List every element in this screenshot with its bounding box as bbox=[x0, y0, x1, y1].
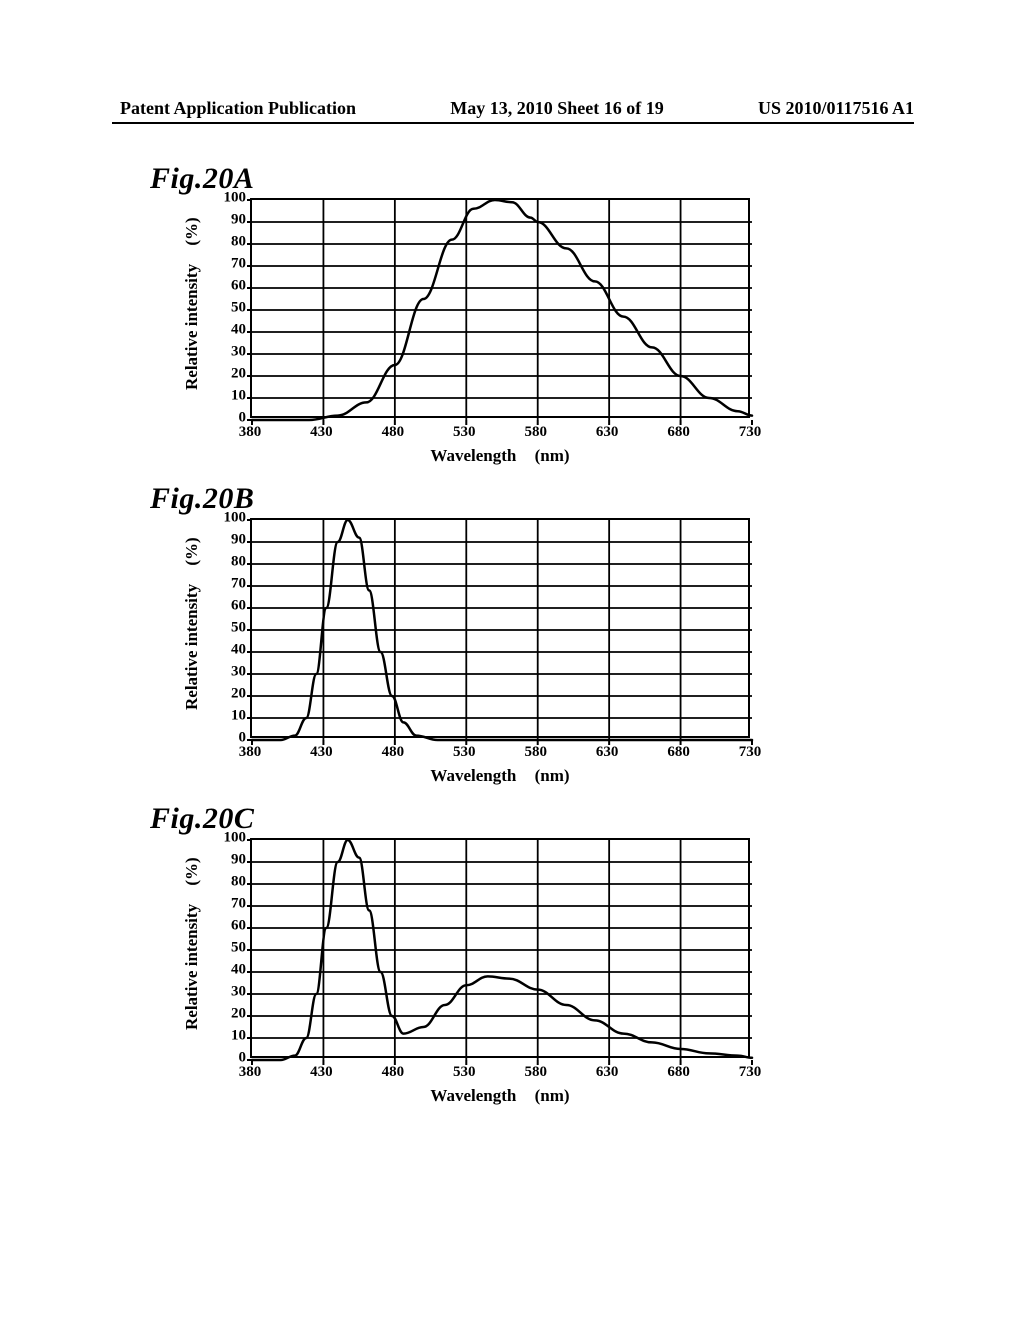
xlabel-unit: (nm) bbox=[535, 446, 570, 466]
ytick-label: 20 bbox=[231, 366, 246, 383]
ylabel-20a: Relative intensity (%) bbox=[182, 217, 202, 390]
yticks-20c: 0102030405060708090100 bbox=[212, 832, 246, 1052]
ylabel-unit: (%) bbox=[182, 537, 202, 565]
ytick-label: 40 bbox=[231, 642, 246, 659]
ytick-label: 80 bbox=[231, 234, 246, 251]
xtick-label: 530 bbox=[453, 744, 476, 761]
chart-svg-20b bbox=[252, 520, 752, 740]
xlabel-20a: Wavelength (nm) bbox=[250, 446, 750, 466]
yticks-20b: 0102030405060708090100 bbox=[212, 512, 246, 732]
header-center: May 13, 2010 Sheet 16 of 19 bbox=[450, 98, 663, 119]
header-right: US 2010/0117516 A1 bbox=[758, 98, 914, 119]
ytick-label: 100 bbox=[224, 190, 247, 207]
xlabel-text: Wavelength bbox=[430, 766, 516, 785]
ylabel-text: Relative intensity bbox=[182, 264, 201, 390]
xtick-label: 680 bbox=[667, 424, 690, 441]
xtick-label: 480 bbox=[382, 424, 405, 441]
ytick-label: 10 bbox=[231, 708, 246, 725]
xtick-label: 530 bbox=[453, 1064, 476, 1081]
xlabel-unit: (nm) bbox=[535, 766, 570, 786]
xtick-label: 480 bbox=[382, 744, 405, 761]
ylabel-text: Relative intensity bbox=[182, 584, 201, 710]
ytick-label: 70 bbox=[231, 576, 246, 593]
yticks-20a: 0102030405060708090100 bbox=[212, 192, 246, 412]
ytick-label: 40 bbox=[231, 322, 246, 339]
xtick-label: 630 bbox=[596, 424, 619, 441]
xtick-label: 630 bbox=[596, 744, 619, 761]
xlabel-20c: Wavelength (nm) bbox=[250, 1086, 750, 1106]
ylabel-20c: Relative intensity (%) bbox=[182, 857, 202, 1030]
ytick-label: 60 bbox=[231, 918, 246, 935]
ytick-label: 30 bbox=[231, 344, 246, 361]
xtick-label: 680 bbox=[667, 744, 690, 761]
chart-svg-20c bbox=[252, 840, 752, 1060]
xtick-label: 430 bbox=[310, 744, 333, 761]
ytick-label: 10 bbox=[231, 1028, 246, 1045]
ytick-label: 20 bbox=[231, 686, 246, 703]
ytick-label: 70 bbox=[231, 256, 246, 273]
xlabel-text: Wavelength bbox=[430, 1086, 516, 1105]
xtick-label: 730 bbox=[739, 1064, 762, 1081]
chart-box-20b bbox=[250, 518, 750, 738]
ylabel-text: Relative intensity bbox=[182, 904, 201, 1030]
ytick-label: 60 bbox=[231, 598, 246, 615]
ytick-label: 10 bbox=[231, 388, 246, 405]
ytick-label: 20 bbox=[231, 1006, 246, 1023]
xtick-label: 380 bbox=[239, 1064, 262, 1081]
ytick-label: 90 bbox=[231, 212, 246, 229]
xtick-label: 680 bbox=[667, 1064, 690, 1081]
chart-svg-20a bbox=[252, 200, 752, 420]
ytick-label: 40 bbox=[231, 962, 246, 979]
ytick-label: 90 bbox=[231, 852, 246, 869]
xtick-label: 430 bbox=[310, 1064, 333, 1081]
xlabel-unit: (nm) bbox=[535, 1086, 570, 1106]
ytick-label: 50 bbox=[231, 940, 246, 957]
xtick-label: 480 bbox=[382, 1064, 405, 1081]
xtick-label: 580 bbox=[524, 1064, 547, 1081]
header-rule bbox=[112, 122, 914, 124]
ytick-label: 70 bbox=[231, 896, 246, 913]
ylabel-unit: (%) bbox=[182, 857, 202, 885]
chart-box-20c bbox=[250, 838, 750, 1058]
xtick-label: 530 bbox=[453, 424, 476, 441]
page: Patent Application Publication May 13, 2… bbox=[0, 0, 1024, 1320]
ytick-label: 90 bbox=[231, 532, 246, 549]
ytick-label: 30 bbox=[231, 664, 246, 681]
ytick-label: 80 bbox=[231, 554, 246, 571]
page-header: Patent Application Publication May 13, 2… bbox=[0, 98, 1024, 119]
ytick-label: 50 bbox=[231, 300, 246, 317]
ytick-label: 60 bbox=[231, 278, 246, 295]
ytick-label: 30 bbox=[231, 984, 246, 1001]
xtick-label: 730 bbox=[739, 744, 762, 761]
ytick-label: 100 bbox=[224, 830, 247, 847]
chart-box-20a bbox=[250, 198, 750, 418]
xlabel-20b: Wavelength (nm) bbox=[250, 766, 750, 786]
xtick-label: 380 bbox=[239, 424, 262, 441]
header-left: Patent Application Publication bbox=[120, 98, 356, 119]
ytick-label: 80 bbox=[231, 874, 246, 891]
ytick-label: 100 bbox=[224, 510, 247, 527]
xtick-label: 730 bbox=[739, 424, 762, 441]
ylabel-20b: Relative intensity (%) bbox=[182, 537, 202, 710]
ytick-label: 50 bbox=[231, 620, 246, 637]
xtick-label: 580 bbox=[524, 424, 547, 441]
xtick-label: 430 bbox=[310, 424, 333, 441]
ylabel-unit: (%) bbox=[182, 217, 202, 245]
xlabel-text: Wavelength bbox=[430, 446, 516, 465]
xtick-label: 630 bbox=[596, 1064, 619, 1081]
xtick-label: 380 bbox=[239, 744, 262, 761]
xtick-label: 580 bbox=[524, 744, 547, 761]
